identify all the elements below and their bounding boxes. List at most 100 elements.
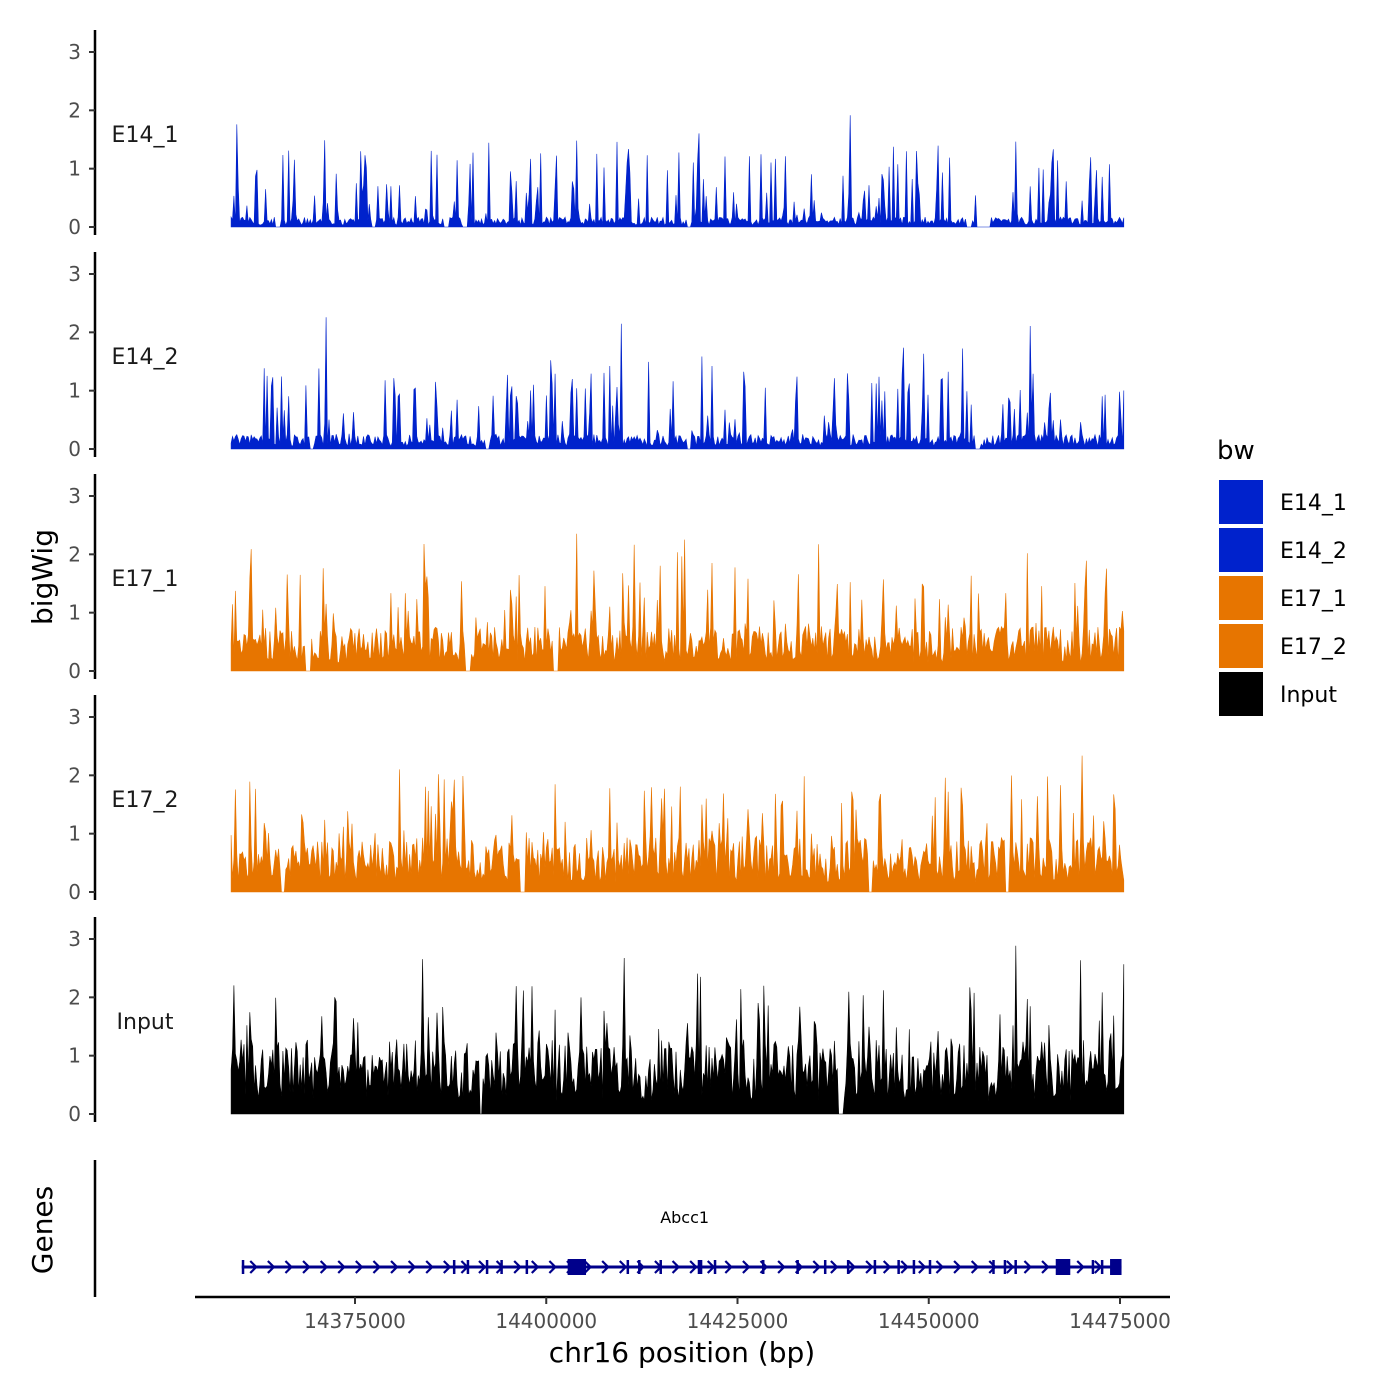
- track-E14_1: 0 1 2 3 E14_1: [68, 30, 1125, 239]
- track-E14_2: 0 1 2 3 E14_2: [68, 252, 1125, 461]
- signal-area-E17_2: [230, 755, 1125, 893]
- legend-key-E14_2: [1219, 528, 1263, 572]
- y-tick-label: 1: [68, 822, 81, 846]
- strand-arrow: [812, 1260, 821, 1274]
- y-tick-label: 3: [68, 262, 81, 286]
- strand-arrow: [900, 1260, 909, 1274]
- strand-arrow: [689, 1260, 698, 1274]
- strand-arrow: [1006, 1260, 1015, 1274]
- strand-arrow: [777, 1260, 786, 1274]
- track-panels: 0 1 2 3 E14_1 0 1 2 3 E14_2 0 1 2 3 E17_1 0 1 2 3 E17_2 0 1 2 3…: [68, 30, 1125, 1126]
- y-tick-label: 0: [68, 215, 81, 239]
- strand-arrow: [337, 1260, 346, 1274]
- strand-arrow: [830, 1260, 839, 1274]
- legend-key-E17_2: [1219, 624, 1263, 668]
- legend: bw E14_1 E14_2 E17_1 E17_2 Input: [1217, 436, 1347, 716]
- exon: [1100, 1260, 1104, 1274]
- strand-arrow: [513, 1260, 522, 1274]
- legend-label-Input: Input: [1280, 683, 1337, 708]
- strand-arrow: [970, 1260, 980, 1274]
- exon: [697, 1260, 703, 1274]
- exon: [992, 1260, 995, 1274]
- gene-Abcc1: Abcc1: [241, 1208, 1122, 1275]
- legend-label-E14_1: E14_1: [1280, 491, 1347, 516]
- signal-area-E14_1: [230, 115, 1125, 228]
- exon: [1091, 1260, 1095, 1274]
- strand-arrow: [882, 1260, 892, 1274]
- legend-label-E14_2: E14_2: [1280, 539, 1347, 564]
- legend-label-E17_2: E17_2: [1280, 635, 1347, 660]
- strand-arrow: [1041, 1260, 1050, 1274]
- signal-area-E17_1: [230, 533, 1125, 672]
- strand-arrow: [1023, 1260, 1032, 1274]
- exon: [659, 1260, 662, 1274]
- gene-name-label: Abcc1: [660, 1208, 709, 1227]
- strand-arrow: [372, 1260, 381, 1274]
- track-label-E17_1: E17_1: [112, 567, 179, 592]
- strand-arrow: [302, 1260, 311, 1274]
- strand-arrow: [478, 1260, 487, 1274]
- y-tick-label: 2: [68, 542, 81, 566]
- y-tick-label: 1: [68, 1044, 81, 1068]
- strand-arrow: [249, 1260, 258, 1274]
- x-axis-title: chr16 position (bp): [549, 1336, 815, 1369]
- legend-key-E17_1: [1219, 576, 1263, 620]
- track-E17_1: 0 1 2 3 E17_1: [68, 474, 1125, 683]
- y-tick-label: 0: [68, 1102, 81, 1126]
- strand-arrow: [953, 1260, 962, 1274]
- x-tick-label: 14375000: [304, 1309, 406, 1333]
- y-tick-label: 3: [68, 484, 81, 508]
- strand-arrow: [742, 1260, 751, 1274]
- y-tick-label: 1: [68, 157, 81, 181]
- track-label-E17_2: E17_2: [112, 788, 179, 813]
- y-tick-label: 3: [68, 40, 81, 64]
- y-tick-label: 3: [68, 927, 81, 951]
- x-axis: 14375000 14400000 14425000 14450000 14475000: [195, 1295, 1171, 1333]
- exon: [1110, 1259, 1122, 1275]
- strand-arrow: [530, 1260, 540, 1274]
- exon: [466, 1260, 470, 1274]
- gene-panel: Abcc1: [93, 1160, 1122, 1297]
- exon: [1003, 1260, 1007, 1274]
- x-tick-label: 14400000: [495, 1309, 597, 1333]
- exon: [525, 1260, 529, 1274]
- strand-arrow: [425, 1260, 434, 1274]
- y-tick-label: 1: [68, 601, 81, 625]
- strand-arrow: [988, 1260, 997, 1274]
- exon: [1055, 1259, 1071, 1275]
- strand-arrow: [935, 1260, 945, 1274]
- exon: [626, 1260, 630, 1274]
- exon: [846, 1260, 850, 1274]
- strand-arrow: [1076, 1260, 1085, 1274]
- exon: [638, 1260, 641, 1274]
- x-tick-label: 14425000: [687, 1309, 789, 1333]
- strand-arrow: [390, 1260, 399, 1274]
- signal-area-Input: [230, 945, 1125, 1115]
- strand-arrow: [671, 1260, 681, 1274]
- exon: [873, 1260, 877, 1274]
- exon: [912, 1260, 916, 1274]
- track-label-Input: Input: [117, 1010, 174, 1035]
- y-tick-label: 0: [68, 880, 81, 904]
- strand-arrow: [1094, 1260, 1103, 1274]
- y-tick-label: 2: [68, 763, 81, 787]
- exon: [796, 1260, 799, 1274]
- exon: [823, 1260, 827, 1274]
- strand-arrow: [724, 1260, 733, 1274]
- legend-key-Input: [1219, 672, 1263, 716]
- legend-title: bw: [1217, 436, 1255, 466]
- strand-arrow: [706, 1260, 716, 1274]
- strand-arrow: [918, 1260, 927, 1274]
- x-tick-label: 14475000: [1069, 1309, 1171, 1333]
- strand-arrow: [355, 1260, 364, 1274]
- strand-arrow: [548, 1260, 557, 1274]
- y-tick-label: 2: [68, 985, 81, 1009]
- y-tick-label: 1: [68, 379, 81, 403]
- exon: [897, 1260, 900, 1274]
- track-E17_2: 0 1 2 3 E17_2: [68, 695, 1125, 904]
- strand-arrow: [267, 1260, 276, 1274]
- strand-arrow: [865, 1260, 874, 1274]
- y-tick-label: 0: [68, 659, 81, 683]
- exon: [500, 1260, 503, 1274]
